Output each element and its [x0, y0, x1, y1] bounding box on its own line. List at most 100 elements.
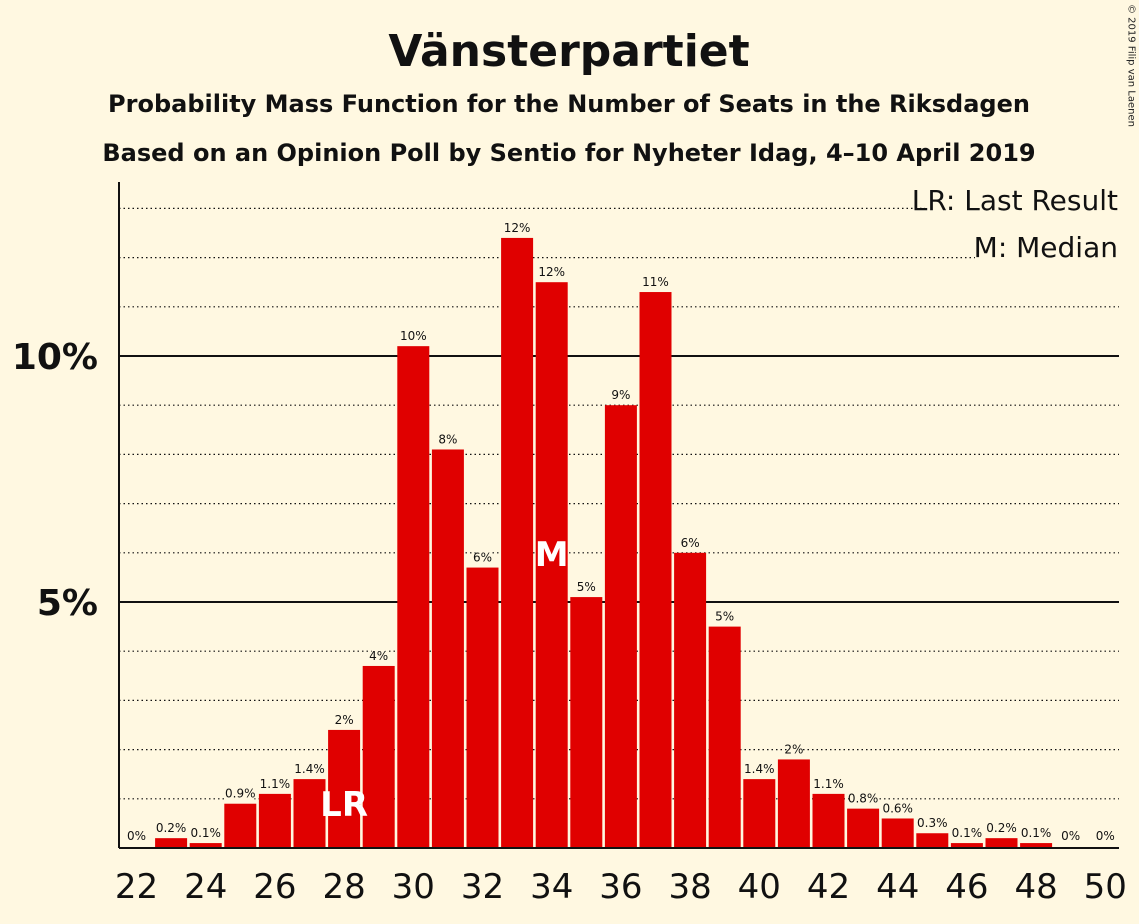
x-tick-label: 22: [115, 867, 158, 907]
data-label: 12%: [504, 221, 531, 235]
data-label-bg: [475, 550, 490, 564]
data-label: 0.1%: [190, 826, 221, 840]
x-tick-label: 24: [184, 867, 227, 907]
data-label: 1.4%: [744, 762, 775, 776]
data-label: 0%: [1061, 829, 1080, 843]
data-label-bg: [786, 742, 801, 756]
legend-median-bg: [975, 232, 1121, 266]
data-label-bg: [129, 829, 144, 842]
data-label-bg: [745, 762, 774, 776]
bar: [466, 567, 499, 848]
data-label: 0.3%: [917, 816, 948, 830]
median-marker: M: [535, 535, 569, 575]
y-tick-label: 5%: [37, 583, 98, 624]
x-tick-label: 50: [1084, 867, 1127, 907]
legend-median: M: Median: [974, 231, 1118, 264]
data-label: 1.4%: [294, 762, 325, 776]
data-label: 0%: [127, 829, 146, 843]
data-label-bg: [683, 535, 698, 549]
bar: [743, 779, 776, 848]
data-label: 0.1%: [952, 826, 983, 840]
data-label-bg: [402, 329, 424, 343]
bar: [535, 282, 568, 848]
data-label-bg: [645, 275, 666, 289]
x-tick-label: 42: [807, 867, 850, 907]
x-tick-label: 40: [738, 867, 781, 907]
x-tick-label: 32: [461, 867, 504, 907]
data-label-bg: [337, 712, 352, 726]
bar: [777, 759, 810, 848]
data-label-bg: [260, 776, 289, 790]
bar: [501, 237, 534, 849]
bar: [881, 818, 914, 848]
bar: [639, 292, 672, 848]
data-label-bg: [918, 816, 947, 830]
data-label: 6%: [681, 536, 700, 550]
bar: [570, 597, 603, 848]
data-label: 5%: [715, 610, 734, 624]
y-axis: 5% 10%: [12, 182, 120, 848]
data-label-bg: [952, 826, 981, 840]
x-tick-label: 26: [253, 867, 296, 907]
x-tick-label: 38: [668, 867, 711, 907]
legend-last-result: LR: Last Result: [912, 184, 1118, 217]
bars: [155, 237, 1053, 849]
bar: [1020, 843, 1053, 848]
data-label: 1.1%: [260, 777, 291, 791]
bar: [916, 833, 949, 848]
bar: [258, 793, 291, 848]
bar: [362, 665, 395, 848]
chart-subtitle-1: Probability Mass Function for the Number…: [108, 90, 1030, 118]
bar: [189, 843, 222, 848]
bar: [328, 729, 361, 848]
data-label: 5%: [577, 580, 596, 594]
data-label-bg: [1098, 829, 1113, 842]
data-label: 2%: [784, 742, 803, 756]
data-label-bg: [717, 609, 732, 623]
data-label-bg: [440, 432, 455, 446]
data-label-bg: [883, 801, 912, 815]
x-tick-label: 34: [530, 867, 573, 907]
data-label: 0.9%: [225, 787, 256, 801]
x-axis: 22 24 26 28 30 32 34 36 38 40 42 44 46 48 50: [115, 847, 1127, 907]
data-label: 2%: [335, 713, 354, 727]
data-label: 12%: [538, 265, 565, 279]
data-label-bg: [295, 762, 324, 776]
data-label: 0.1%: [1021, 826, 1052, 840]
data-label-bg: [226, 786, 255, 800]
x-tick-label: 48: [1014, 867, 1057, 907]
data-label-bg: [1063, 829, 1078, 842]
copyright-note: © 2019 Filip van Laenen: [1126, 4, 1137, 127]
data-label: 11%: [642, 275, 669, 289]
x-tick-label: 46: [945, 867, 988, 907]
data-label: 8%: [438, 432, 457, 446]
bar: [674, 552, 707, 848]
chart-title: Vänsterpartiet: [388, 26, 749, 77]
data-label: 10%: [400, 329, 427, 343]
bar: [155, 838, 188, 848]
bar: [604, 405, 637, 848]
data-label: 0.8%: [848, 792, 879, 806]
y-tick-label: 10%: [12, 337, 98, 378]
x-tick-label: 28: [322, 867, 365, 907]
result-markers: LR M: [320, 535, 568, 825]
data-label: 1.1%: [813, 777, 844, 791]
chart-subtitle-2: Based on an Opinion Poll by Sentio for N…: [102, 139, 1035, 167]
data-label-bg: [506, 220, 528, 234]
data-label-bg: [371, 648, 386, 662]
data-label-bg: [541, 265, 563, 279]
bar: [847, 808, 880, 848]
data-label-bg: [579, 580, 594, 594]
bar: [985, 838, 1018, 848]
bar: [812, 793, 845, 848]
data-label-bg: [191, 826, 220, 840]
data-label: 9%: [611, 388, 630, 402]
bar: [224, 803, 257, 848]
data-label-bg: [1022, 826, 1051, 840]
data-label: 0.6%: [882, 801, 913, 815]
bar: [431, 449, 464, 848]
bar: [397, 346, 430, 848]
last-result-marker: LR: [320, 785, 368, 825]
data-label: 0.2%: [986, 821, 1017, 835]
x-tick-label: 44: [876, 867, 919, 907]
